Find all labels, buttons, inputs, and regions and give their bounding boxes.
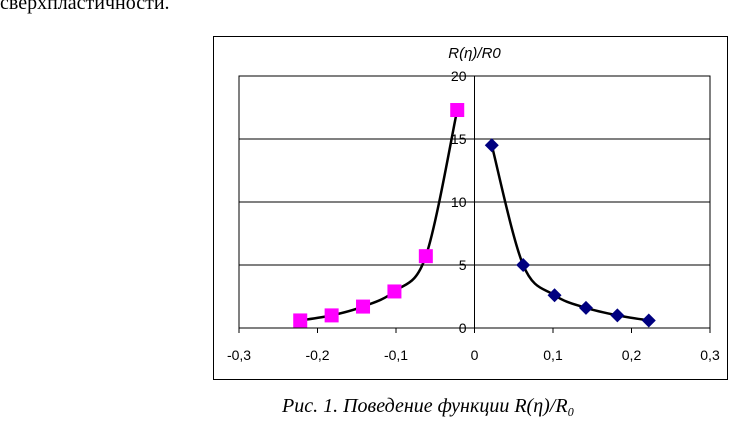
x-tick-label: 0,3 [700, 347, 720, 363]
y-axis-title: R(η)/R0 [448, 45, 501, 62]
preceding-text: сверхпластичности. [0, 0, 170, 14]
data-point-square [450, 103, 465, 118]
data-point-square [293, 313, 308, 328]
y-tick-label: 15 [451, 131, 467, 147]
y-tick-labels: 0 5 10 15 20 [451, 68, 467, 336]
x-tick-label: 0,1 [543, 347, 563, 363]
y-tick-label: 20 [451, 68, 467, 84]
x-tick-label: 0,2 [622, 347, 642, 363]
tick-marks [238, 75, 711, 333]
data-point-square [356, 299, 371, 314]
y-tick-label: 5 [459, 257, 467, 273]
data-point-diamond [578, 300, 593, 315]
data-point-square [418, 249, 433, 264]
data-point-square [387, 284, 402, 299]
x-tick-labels: -0,3 -0,2 -0,1 0 0,1 0,2 0,3 [227, 347, 720, 363]
data-point-diamond [484, 138, 499, 153]
data-point-diamond [641, 313, 656, 328]
figure-caption: Рис. 1. Поведение функции R(η)/R₀ [282, 395, 575, 417]
y-tick-label: 0 [459, 320, 467, 336]
data-point-diamond [516, 258, 531, 272]
x-tick-label: -0,2 [305, 347, 329, 363]
x-tick-label: -0,3 [227, 347, 251, 363]
x-tick-label: -0,1 [384, 347, 408, 363]
x-tick-label: 0 [471, 347, 479, 363]
data-point-diamond [610, 308, 625, 323]
y-tick-label: 10 [451, 194, 467, 210]
data-point-square [324, 308, 339, 323]
data-point-diamond [547, 288, 562, 303]
chart-frame [213, 36, 728, 380]
data-markers [293, 103, 656, 328]
